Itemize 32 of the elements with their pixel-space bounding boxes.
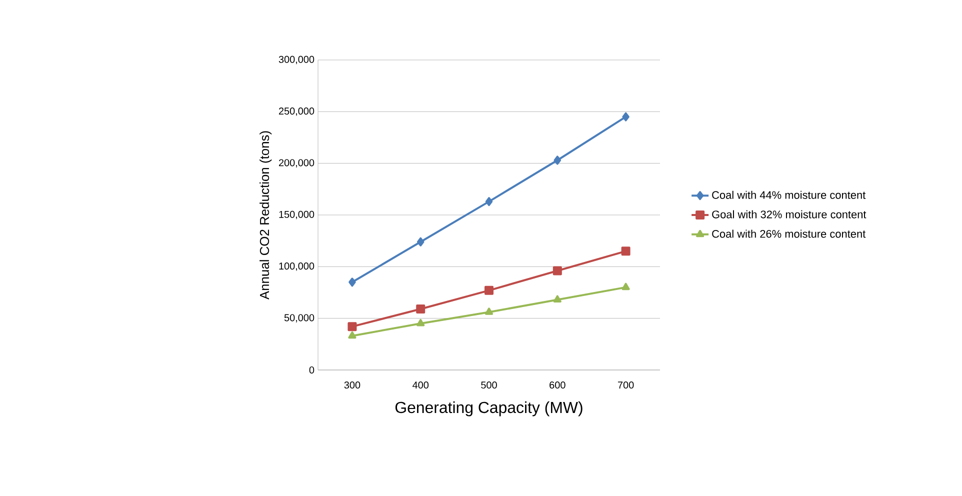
x-tick-label: 400 (412, 382, 429, 389)
point (552, 266, 562, 276)
legend-label: Coal with 44% moisture content (712, 190, 866, 199)
legend-label: Coal with 26% moisture content (712, 230, 866, 238)
y-tick-label: 0 (309, 366, 314, 374)
point (621, 246, 630, 256)
point (348, 278, 356, 287)
point (622, 282, 630, 290)
x-axis-title: Generating Capacity (MW) (395, 401, 582, 416)
x-tick-label: 500 (481, 382, 497, 389)
point (416, 304, 426, 314)
point (554, 156, 562, 165)
x-tick-label: 600 (550, 382, 566, 389)
point (485, 197, 493, 206)
y-tick-label: 100,000 (279, 262, 314, 271)
legend-label: Goal with 32% moisture content (712, 210, 866, 218)
point (622, 112, 630, 122)
point (553, 295, 562, 302)
point (416, 237, 424, 246)
x-tick-label: 300 (344, 382, 360, 389)
y-tick-label: 250,000 (278, 108, 314, 116)
y-axis-title: Annual CO2 Reduction (tons) (260, 131, 272, 300)
x-tick-label: 700 (618, 382, 634, 389)
point (484, 286, 494, 295)
point (348, 322, 357, 332)
y-tick-label: 50,000 (284, 314, 314, 322)
y-tick-label: 300,000 (278, 56, 314, 64)
point (348, 331, 356, 339)
y-tick-label: 150,000 (279, 210, 314, 220)
point (416, 318, 425, 326)
point (484, 308, 494, 315)
y-tick-label: 200,000 (278, 159, 314, 168)
